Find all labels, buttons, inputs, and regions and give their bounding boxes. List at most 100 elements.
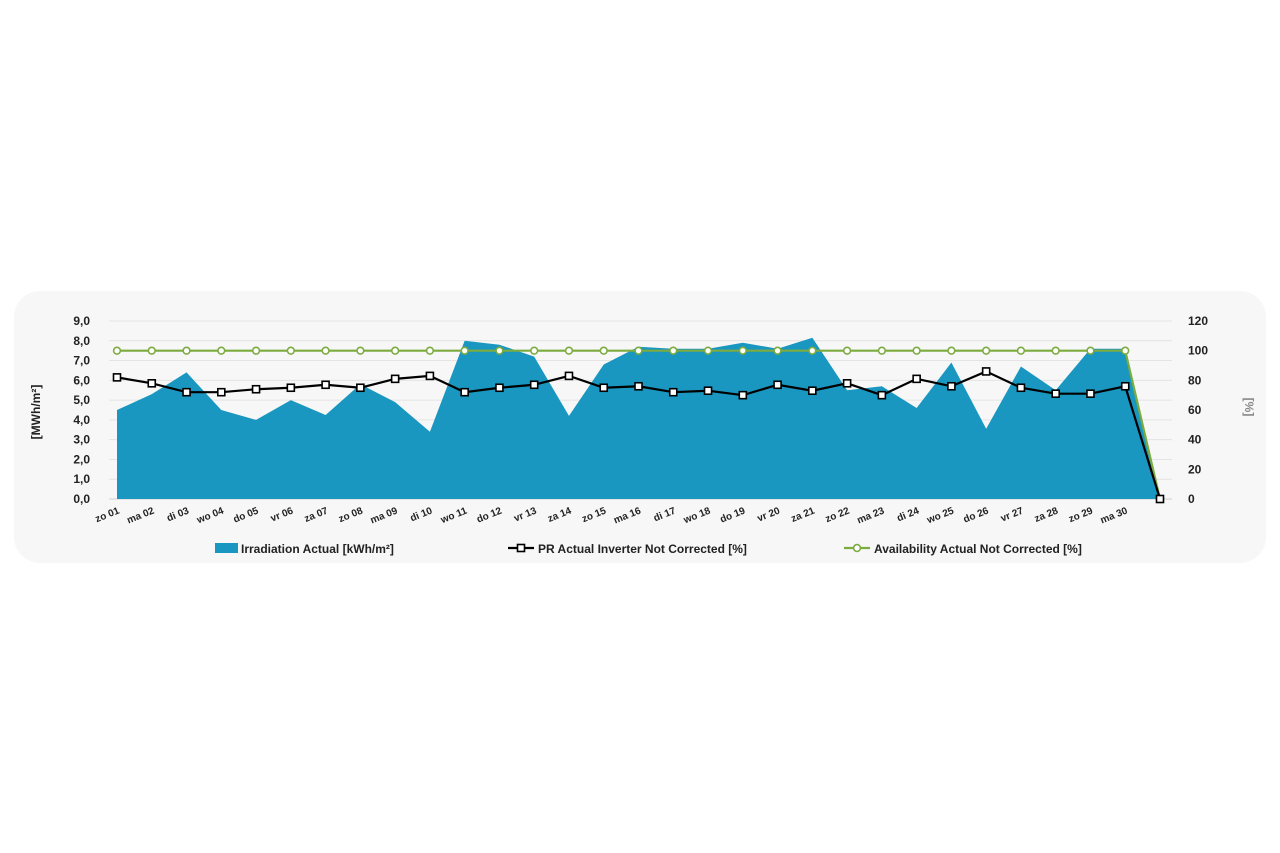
x-tick-label: zo 15: [581, 505, 609, 525]
chart: 0,0 1,0 2,0 3,0 4,0 5,0 6,0 7,0 8,0 9,0 0 20 40 60 80…: [29, 314, 1256, 556]
x-tick-label: di 03: [165, 505, 191, 524]
pr-marker: [147, 379, 157, 388]
availability-marker: [773, 346, 782, 355]
pr-marker: [529, 380, 539, 390]
availability-marker: [112, 346, 122, 355]
pr-marker: [738, 390, 748, 400]
availability-marker: [842, 346, 852, 355]
x-tick-label: do 05: [232, 505, 261, 525]
availability-marker: [460, 346, 469, 355]
x-tick-label: zo 08: [337, 505, 365, 525]
y-right-tick-label: 0: [1188, 492, 1195, 506]
legend-label: Availability Actual Not Corrected [%]: [874, 542, 1082, 556]
x-tick-label: za 21: [790, 505, 817, 525]
irradiation-area: [117, 337, 1160, 499]
x-tick-label: wo 11: [438, 505, 469, 526]
legend: Irradiation Actual [kWh/m²] PR Actual Inv…: [215, 542, 1082, 556]
x-tick-label: zo 01: [94, 505, 122, 525]
y-right-tick-label: 100: [1188, 344, 1208, 358]
pr-marker: [182, 387, 191, 397]
x-tick-label: ma 09: [369, 505, 400, 526]
lines-layer: [112, 346, 1165, 504]
pr-marker: [1051, 389, 1060, 398]
pr-marker: [1086, 389, 1095, 398]
pr-marker: [842, 379, 852, 388]
availability-marker: [425, 346, 435, 355]
x-tick-label: do 19: [719, 505, 748, 525]
x-tick-label: vr 20: [756, 505, 782, 524]
y-axis-left-label: [MWh/m²]: [29, 385, 43, 440]
y-left-tick-label: 8,0: [73, 334, 90, 348]
x-tick-label: za 14: [546, 505, 573, 525]
legend-item: Irradiation Actual [kWh/m²]: [215, 542, 394, 556]
y-left-tick-label: 5,0: [73, 393, 90, 407]
legend-item: PR Actual Inverter Not Corrected [%]: [508, 542, 747, 556]
y-left-tick-label: 1,0: [73, 472, 90, 486]
availability-marker: [634, 346, 643, 355]
pr-marker: [947, 381, 956, 391]
pr-marker: [1155, 494, 1165, 504]
y-right-tick-label: 80: [1188, 373, 1202, 387]
pr-marker: [460, 387, 469, 397]
pr-marker: [112, 373, 122, 382]
availability-marker: [564, 346, 574, 355]
x-tick-label: wo 18: [681, 505, 712, 526]
legend-label: Irradiation Actual [kWh/m²]: [241, 542, 394, 556]
x-tick-label: ma 23: [856, 505, 887, 526]
x-tick-label: zo 22: [824, 505, 852, 525]
y-left-tick-label: 7,0: [73, 354, 90, 368]
availability-marker: [356, 346, 365, 355]
pr-marker: [1120, 381, 1130, 391]
y-right-tick-label: 20: [1188, 462, 1202, 476]
y-right-tick-label: 40: [1188, 433, 1202, 447]
availability-marker: [738, 346, 747, 355]
pr-marker: [425, 371, 435, 381]
legend-swatch-marker: [516, 543, 526, 553]
y-left-tick-label: 0,0: [73, 492, 90, 506]
x-tick-label: ma 02: [125, 505, 156, 526]
legend-swatch-area: [215, 543, 238, 553]
availability-marker: [286, 346, 296, 355]
availability-marker: [1086, 346, 1095, 355]
x-tick-label: vr 13: [513, 505, 539, 524]
x-tick-label: di 17: [652, 505, 678, 524]
availability-marker: [981, 346, 991, 355]
availability-marker: [182, 346, 191, 355]
x-tick-label: vr 27: [999, 505, 1025, 524]
availability-marker: [912, 346, 921, 355]
legend-item: Availability Actual Not Corrected [%]: [844, 542, 1082, 556]
availability-marker: [599, 346, 608, 355]
availability-marker: [147, 346, 156, 355]
pr-marker: [981, 367, 991, 376]
legend-swatch-marker: [852, 543, 862, 553]
y-left-tick-label: 3,0: [73, 433, 90, 447]
x-tick-label: zo 29: [1067, 505, 1095, 525]
y-right-tick-label: 120: [1188, 314, 1208, 328]
availability-marker: [529, 346, 539, 355]
availability-marker: [495, 346, 504, 355]
pr-marker: [564, 371, 574, 381]
chart-card: 0,0 1,0 2,0 3,0 4,0 5,0 6,0 7,0 8,0 9,0 0 20 40 60 80…: [14, 291, 1266, 563]
availability-marker: [251, 346, 261, 355]
pr-marker: [668, 387, 678, 397]
availability-marker: [217, 346, 226, 355]
pr-marker: [251, 384, 261, 394]
availability-marker: [1051, 346, 1060, 355]
pr-marker: [599, 383, 609, 393]
availability-marker: [390, 346, 400, 355]
x-tick-label: di 24: [895, 505, 921, 524]
x-tick-label: za 28: [1033, 505, 1060, 525]
pr-marker: [912, 374, 921, 384]
x-tick-label: do 26: [962, 505, 991, 525]
x-tick-label: vr 06: [269, 505, 295, 524]
right-axis-ticks: 0 20 40 60 80 100 120: [1188, 314, 1208, 506]
pr-marker: [217, 387, 226, 397]
x-tick-label: ma 16: [612, 505, 643, 526]
x-tick-label: wo 04: [195, 505, 226, 526]
y-left-tick-label: 2,0: [73, 452, 90, 466]
y-axis-right-label: [%]: [1242, 398, 1256, 417]
x-tick-label: di 10: [409, 505, 435, 524]
availability-marker: [321, 346, 330, 355]
y-right-tick-label: 60: [1188, 403, 1202, 417]
pr-marker: [808, 386, 817, 396]
